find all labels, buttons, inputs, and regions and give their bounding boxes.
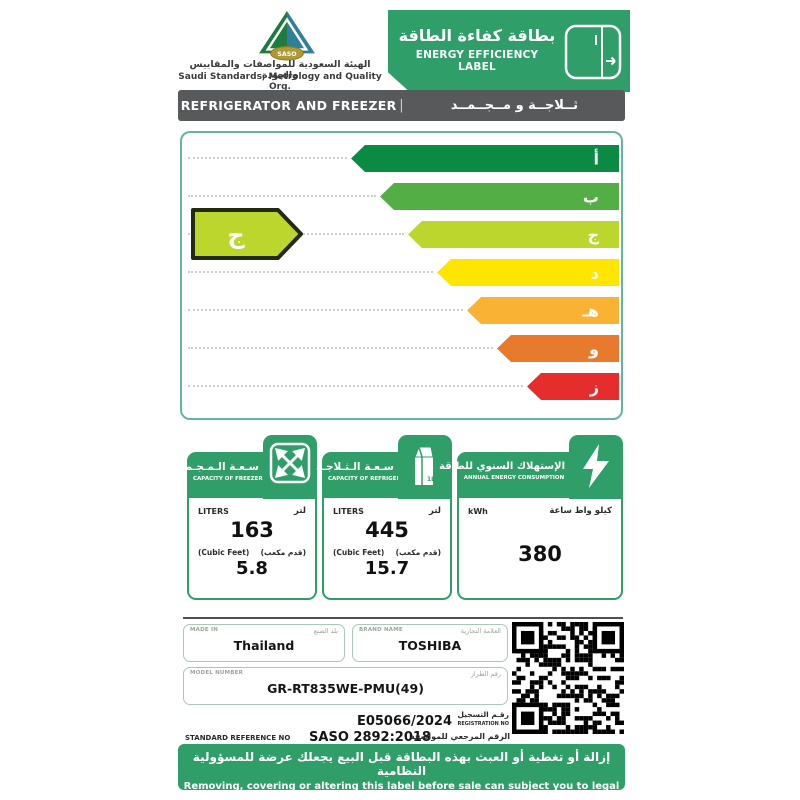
model-label-ar: رقم الطراز [470, 670, 501, 678]
freezer-liters-label: LITERS [198, 506, 229, 516]
annual-energy-title-english: ANNUAL ENERGY CONSUMPTION [463, 475, 565, 481]
svg-text:1L: 1L [427, 476, 435, 483]
refrigerator-capacity-box: 1L سـعـة الـثـلاجـة CAPACITY OF REFRIGER… [316, 435, 452, 600]
saso-logo-text: SASO [277, 51, 296, 58]
registration-number: E05066/2024 [356, 714, 452, 729]
category-english: REFRIGERATOR AND FREEZER [180, 98, 397, 113]
grade-row: د [182, 259, 619, 286]
grade-row: ب [182, 183, 619, 210]
selected-grade-letter: ج [227, 221, 245, 249]
grade-bar: و [497, 335, 619, 362]
standard-reference-label-ar: الرقم المرجعي للمواصفة [410, 732, 510, 741]
rating-scale: أ ب ج د هـ و ز ج [180, 131, 623, 420]
category-bar: REFRIGERATOR AND FREEZER | ثــلاجــة و م… [178, 90, 625, 121]
grade-row: ز [182, 373, 619, 400]
category-separator: | [399, 98, 404, 113]
disclaimer-arabic: إزالة أو تغطية أو العبث بهذه البطاقة قبل… [192, 750, 611, 778]
refrigerator-cubicfeet-label: (Cubic Feet) [333, 548, 385, 557]
registration-label-ar: رقـم التسجيل [457, 710, 509, 719]
energy-icon-tab [569, 435, 623, 499]
refrigerator-liters-label-ar: لتر [429, 506, 441, 516]
disclaimer-english: Removing, covering or altering this labe… [183, 781, 620, 800]
freezer-title-english: CAPACITY OF FREEZER [193, 476, 263, 482]
selected-grade-badge: ج [191, 208, 303, 260]
brand-label-en: BRAND NAME [359, 627, 403, 633]
grade-leader-line [188, 385, 523, 387]
grade-letter: ب [582, 187, 599, 206]
disclaimer-bar: إزالة أو تغطية أو العبث بهذه البطاقة قبل… [178, 744, 625, 800]
kwh-label: kWh [468, 506, 488, 516]
grade-letter: و [589, 339, 599, 358]
grade-bar: ز [527, 373, 619, 400]
qr-code [512, 622, 624, 734]
standard-reference-value: SASO 2892:2018 [309, 730, 431, 745]
grade-letter: هـ [582, 301, 599, 320]
made-in-label-en: MADE IN [190, 627, 219, 633]
model-label-en: MODEL NUMBER [190, 670, 244, 676]
energy-efficiency-label: SASO الهيئة السعودية للمواصفات والمقاييس… [170, 8, 630, 800]
kwh-label-ar: كيلو واط ساعة [549, 506, 612, 516]
refrigerator-icon [564, 24, 622, 80]
freezer-cubicfeet-label: (Cubic Feet) [198, 548, 250, 557]
grade-bar: هـ [467, 297, 619, 324]
made-in-label-ar: بلد الصنع [313, 627, 338, 635]
grade-leader-line [188, 309, 463, 311]
refrigerator-cubicfeet-label-ar: (قدم مكعب) [395, 548, 441, 557]
refrigerator-liters-label: LITERS [333, 506, 364, 516]
grade-bar: ج [408, 221, 619, 248]
milk-carton-icon: 1L [414, 446, 435, 485]
banner-title-arabic: بطاقة كفاءة الطاقة [398, 26, 556, 45]
refrigerator-liters-value: 445 [365, 518, 409, 542]
grade-bar: د [437, 259, 619, 286]
refrigerator-title-english: CAPACITY OF REFRIGERATOR [328, 476, 418, 482]
freezer-liters-label-ar: لتر [294, 506, 306, 516]
freezer-liters-value: 163 [230, 518, 274, 542]
freezer-title-arabic: سـعـة الـمـجـمـد [175, 461, 259, 473]
grade-leader-line [188, 157, 347, 159]
model-value: GR-RT835WE-PMU(49) [267, 681, 424, 696]
registration-label-en: REGISTRATION NO [457, 721, 509, 727]
annual-energy-box: الإستهلاك السنوي للطاقة ANNUAL ENERGY CO… [439, 435, 623, 600]
grade-letter: ز [589, 377, 599, 396]
lightning-icon [583, 444, 609, 488]
expand-arrows-icon [269, 442, 311, 484]
energy-label-banner: بطاقة كفاءة الطاقة ENERGY EFFICIENCY LAB… [388, 10, 630, 92]
grade-letter: ج [587, 225, 599, 244]
brand-field: BRAND NAME العلامة التجارية TOSHIBA [352, 624, 508, 662]
freezer-icon-tab [263, 435, 317, 499]
banner-text: بطاقة كفاءة الطاقة ENERGY EFFICIENCY LAB… [398, 26, 556, 73]
grade-letter: أ [593, 149, 599, 168]
annual-energy-value: 380 [518, 542, 562, 566]
grade-bar: أ [351, 145, 619, 172]
brand-label-ar: العلامة التجارية [460, 627, 501, 635]
made-in-field: MADE IN بلد الصنع Thailand [183, 624, 345, 662]
annual-energy-title-arabic: الإستهلاك السنوي للطاقة [439, 461, 565, 472]
freezer-cubicfeet-value: 5.8 [236, 558, 268, 579]
model-field: MODEL NUMBER رقم الطراز GR-RT835WE-PMU(4… [183, 667, 508, 705]
section-divider [183, 617, 623, 619]
refrigerator-title-arabic: سـعـة الـثـلاجـة [316, 461, 394, 473]
refrigerator-icon-tab: 1L [398, 435, 452, 499]
grade-row: و [182, 335, 619, 362]
made-in-value: Thailand [233, 638, 295, 653]
banner-title-english: ENERGY EFFICIENCY LABEL [415, 49, 539, 73]
grade-leader-line [188, 271, 433, 273]
freezer-capacity-box: سـعـة الـمـجـمـد CAPACITY OF FREEZER LIT… [175, 435, 317, 600]
grade-row: هـ [182, 297, 619, 324]
grade-bar: ب [380, 183, 619, 210]
grade-letter: د [590, 263, 599, 282]
grade-leader-line [188, 347, 493, 349]
grade-row: أ [182, 145, 619, 172]
freezer-cubicfeet-label-ar: (قدم مكعب) [260, 548, 306, 557]
category-arabic: ثــلاجــة و مــجــمــد [450, 98, 578, 113]
org-name-english: Saudi Standards, Metrology and Quality O… [178, 72, 382, 92]
brand-value: TOSHIBA [398, 638, 462, 653]
saso-logo-icon: SASO [259, 10, 315, 61]
registration-labels: رقـم التسجيل REGISTRATION NO [457, 710, 509, 727]
refrigerator-cubicfeet-value: 15.7 [364, 558, 410, 579]
org-name-arabic: الهيئة السعودية للمواصفات والمقاييس والج… [189, 59, 371, 81]
grade-leader-line [188, 195, 376, 197]
standard-reference-label-en: STANDARD REFERENCE NO [185, 734, 291, 742]
